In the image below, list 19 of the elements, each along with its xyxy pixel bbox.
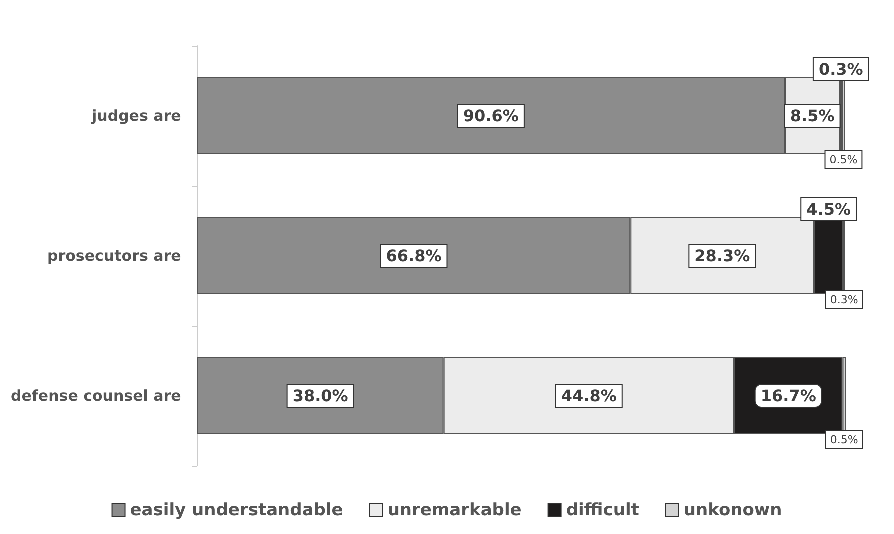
y-tick-label: defense counsel are bbox=[10, 387, 182, 405]
data-label: 28.3% bbox=[694, 246, 750, 266]
data-label: 44.8% bbox=[561, 386, 617, 406]
data-label: 0.3% bbox=[830, 294, 858, 306]
legend-label: difficult bbox=[566, 500, 640, 520]
legend-label: easily understandable bbox=[130, 500, 344, 520]
data-label: 0.5% bbox=[830, 154, 858, 166]
data-label: 0.5% bbox=[830, 434, 858, 446]
data-label: 4.5% bbox=[806, 200, 851, 219]
y-tick-label: prosecutors are bbox=[47, 247, 182, 265]
data-label: 38.0% bbox=[292, 386, 348, 406]
legend-label: unkonown bbox=[684, 500, 782, 520]
data-label: 8.5% bbox=[790, 106, 835, 126]
legend-label: unremarkable bbox=[388, 500, 522, 520]
data-label: 16.7% bbox=[760, 386, 816, 406]
data-label: 66.8% bbox=[386, 246, 442, 266]
data-label: 90.6% bbox=[463, 106, 519, 126]
data-label: 0.3% bbox=[818, 60, 864, 79]
y-tick-label: judges are bbox=[91, 107, 182, 125]
